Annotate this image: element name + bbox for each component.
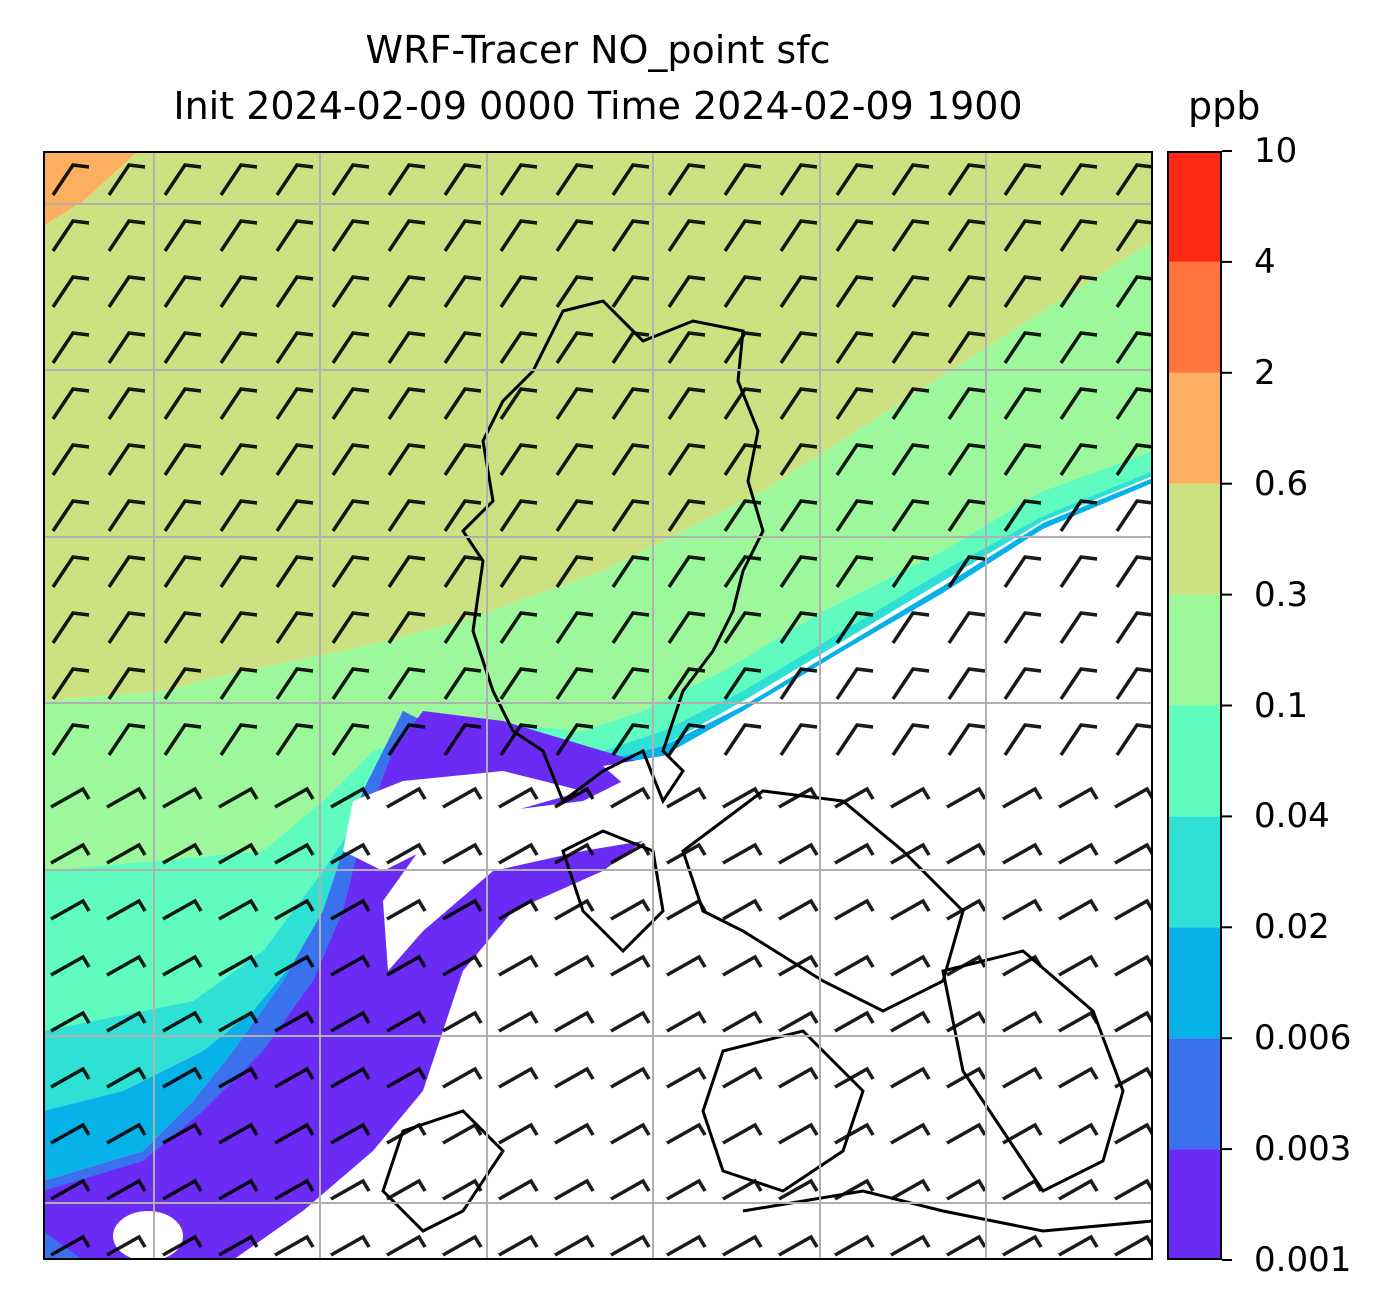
colorbar-segment: [1167, 483, 1222, 595]
colorbar-tick-label: 0.1: [1254, 685, 1309, 726]
colorbar-segment: [1167, 1038, 1222, 1150]
wind-barbs-south: [43, 771, 1153, 1260]
colorbar-tick-label: 0.6: [1254, 463, 1309, 504]
units-label: ppb: [1188, 84, 1261, 128]
colorbar-segment: [1167, 372, 1222, 484]
wind-barbs-north: [43, 151, 1153, 771]
colorbar-segment: [1167, 151, 1222, 262]
coastline-islands: [381, 789, 1153, 1233]
colorbar-segment: [1167, 816, 1222, 928]
map-frame: [43, 151, 1153, 1260]
tracer-map: [43, 151, 1153, 1260]
colorbar-tick-label: 0.006: [1254, 1018, 1352, 1059]
colorbar-tick-label: 0.001: [1254, 1240, 1352, 1280]
colorbar-tick-label: 10: [1254, 131, 1298, 171]
colorbar-tick-label: 0.02: [1254, 907, 1330, 948]
colorbar-segment: [1167, 261, 1222, 373]
colorbar-segment: [1167, 705, 1222, 817]
colorbar-tick-label: 0.003: [1254, 1129, 1352, 1170]
coastline-peninsula: [461, 299, 765, 805]
map-title-line2: Init 2024-02-09 0000 Time 2024-02-09 190…: [173, 84, 1023, 128]
map-title-line1: WRF-Tracer NO_point sfc: [365, 28, 831, 72]
colorbar-tick-label: 0.3: [1254, 574, 1309, 615]
colorbar-tick-label: 2: [1254, 352, 1276, 393]
colorbar-frame: [1167, 151, 1222, 1260]
colorbar-segment: [1167, 594, 1222, 706]
colorbar-segment: [1167, 1149, 1222, 1260]
map-gridlines: [43, 151, 1153, 1260]
colorbar: [1167, 150, 1232, 1261]
colorbar-segment: [1167, 927, 1222, 1039]
colorbar-tick-label: 0.04: [1254, 796, 1330, 837]
colorbar-tick-label: 4: [1254, 241, 1276, 282]
